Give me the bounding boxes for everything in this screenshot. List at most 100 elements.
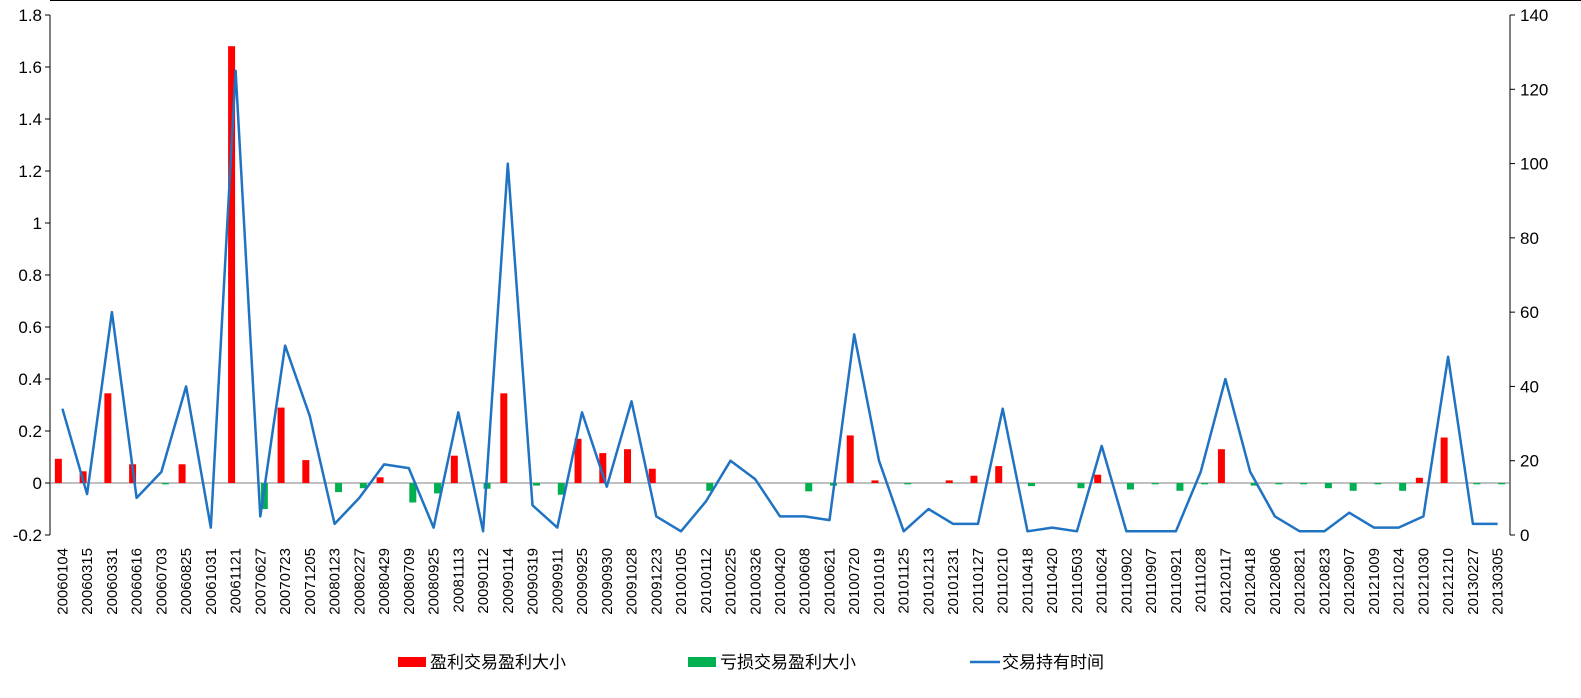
- legend-swatch: [688, 657, 716, 667]
- x-tick-label: 20121210: [1440, 548, 1457, 615]
- x-tick-label: 20110921: [1168, 548, 1185, 614]
- x-tick-label: 20100621: [821, 548, 838, 615]
- profit-bar: [54, 458, 62, 483]
- loss-bar: [161, 483, 169, 485]
- x-tick-label: 20090112: [475, 548, 492, 614]
- x-tick-label: 20090930: [599, 548, 616, 615]
- loss-bar: [1151, 483, 1159, 485]
- legend-item-holding-time: 交易持有时间: [970, 653, 1104, 672]
- x-tick-label: 20061031: [203, 548, 220, 615]
- x-tick-label: 20100720: [846, 548, 863, 615]
- x-tick-label: 20110902: [1118, 548, 1135, 614]
- y-left-tick-label: 1.2: [18, 162, 42, 181]
- x-tick-label: 20091223: [648, 548, 665, 615]
- y-right-tick-label: 120: [1520, 80, 1548, 99]
- loss-bar: [1349, 483, 1357, 491]
- y-right-tick-label: 0: [1520, 526, 1529, 545]
- loss-bar: [1201, 483, 1209, 485]
- profit-bar: [450, 455, 458, 483]
- loss-bar: [1374, 483, 1382, 485]
- x-tick-label: 20121024: [1391, 548, 1408, 615]
- y-left-tick-label: 0: [33, 474, 42, 493]
- y-left-tick-label: 0.4: [18, 370, 42, 389]
- loss-bar: [1027, 483, 1035, 487]
- loss-bar: [533, 483, 541, 486]
- x-tick-label: 20121030: [1415, 548, 1432, 615]
- loss-bar: [359, 483, 367, 489]
- profit-bar: [599, 453, 607, 483]
- x-tick-label: 20120907: [1341, 548, 1358, 615]
- loss-bar: [1473, 483, 1481, 485]
- profit-bar: [846, 435, 854, 483]
- profit-bar: [376, 477, 384, 483]
- y-right-tick-label: 80: [1520, 229, 1539, 248]
- y-left-tick-label: 1.4: [18, 110, 42, 129]
- profit-bar: [178, 464, 186, 483]
- profit-bar: [970, 475, 978, 483]
- x-tick-label: 20110907: [1143, 548, 1160, 614]
- x-tick-label: 20090911: [549, 548, 566, 614]
- profit-bar: [1217, 449, 1225, 483]
- x-tick-label: 20110418: [1019, 548, 1036, 614]
- loss-bar: [409, 483, 417, 503]
- x-tick-label: 20080709: [401, 548, 418, 615]
- y-right-tick-label: 40: [1520, 377, 1539, 396]
- x-tick-label: 20101231: [945, 548, 962, 615]
- y-right-tick-label: 100: [1520, 155, 1548, 174]
- loss-bar: [706, 483, 714, 491]
- profit-bars-layer: [54, 46, 1448, 483]
- loss-bar: [805, 483, 813, 492]
- profit-bar: [648, 468, 656, 483]
- x-tick-label: 20081113: [450, 548, 467, 613]
- profit-bar: [1094, 474, 1102, 483]
- x-tick-label: 20130227: [1465, 548, 1482, 615]
- profit-bar: [104, 393, 112, 483]
- x-tick-label: 20101019: [871, 548, 888, 615]
- x-tick-label: 20110127: [970, 548, 987, 614]
- y-left-tick-label: 1.8: [18, 6, 42, 25]
- y-left-tick-label: 1.6: [18, 58, 42, 77]
- x-tick-label: 20060104: [54, 548, 71, 615]
- x-tick-label: 20071205: [302, 548, 319, 615]
- loss-bar: [904, 483, 912, 485]
- x-tick-label: 20080123: [327, 548, 344, 615]
- x-tick-label: 20080429: [376, 548, 393, 615]
- x-tick-label: 20080227: [351, 548, 368, 615]
- holding-time-line-layer: [61, 69, 1498, 533]
- x-tick-label: 20061121: [228, 548, 245, 614]
- x-tick-label: 20060825: [178, 548, 195, 615]
- profit-bar: [624, 449, 632, 483]
- loss-bar: [1077, 483, 1085, 489]
- loss-bar: [557, 483, 565, 495]
- x-tick-label: 20100420: [772, 548, 789, 615]
- y-left-tick-label: 1: [33, 214, 42, 233]
- x-tick-label: 20111028: [1193, 548, 1210, 613]
- loss-bar: [1126, 483, 1134, 490]
- y-left-tick-label: 0.8: [18, 266, 42, 285]
- profit-bar: [302, 460, 310, 483]
- profit-bar: [277, 407, 285, 483]
- holding-time-line: [61, 69, 1498, 533]
- profit-bar: [228, 46, 236, 483]
- loss-bar: [434, 483, 442, 494]
- profit-bar: [871, 480, 879, 483]
- x-tick-label: 20120117: [1217, 548, 1234, 614]
- legend-label: 亏损交易盈利大小: [720, 653, 856, 672]
- x-tick-label: 20121009: [1366, 548, 1383, 615]
- x-tick-label: 20100608: [797, 548, 814, 615]
- x-tick-label: 20120806: [1267, 548, 1284, 615]
- x-tick-label: 20120821: [1292, 548, 1309, 615]
- loss-bar: [335, 483, 343, 493]
- y-left-tick-label: -0.2: [13, 526, 42, 545]
- x-tick-label: 20070723: [277, 548, 294, 615]
- x-tick-label: 20110210: [995, 548, 1012, 614]
- loss-bar: [1176, 483, 1184, 491]
- x-tick-label: 20110420: [1044, 548, 1061, 614]
- loss-bar: [1275, 483, 1283, 485]
- y-right-tick-label: 140: [1520, 6, 1548, 25]
- profit-bar: [945, 480, 953, 483]
- x-tick-label: 20100105: [673, 548, 690, 615]
- y-right-tick-label: 20: [1520, 452, 1539, 471]
